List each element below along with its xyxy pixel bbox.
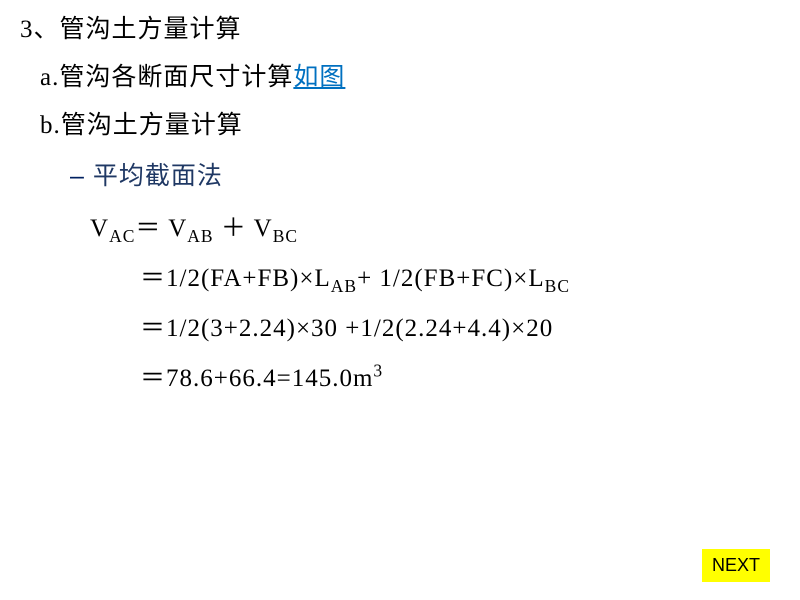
f1-V: V: [90, 215, 109, 242]
heading-title: 管沟土方量计算: [60, 16, 242, 43]
f2-prefix: ＝1/2(FA+FB)×L: [140, 265, 331, 292]
formula-line-1: VAC＝ VAB ＋ VBC: [90, 209, 780, 249]
f1-sub-ac: AC: [109, 226, 135, 246]
f4-main: ＝78.6+66.4=145.0m: [140, 365, 373, 392]
f2-sub-ab: AB: [331, 276, 357, 296]
item-a-text: 管沟各断面尺寸计算: [59, 64, 293, 91]
method-label: 平均截面法: [93, 163, 223, 190]
formula-line-3: ＝1/2(3+2.24)×30 +1/2(2.24+4.4)×20: [140, 309, 780, 349]
f2-sub-bc: BC: [545, 276, 570, 296]
formula-line-4: ＝78.6+66.4=145.0m3: [140, 359, 780, 399]
slide-content: 3、管沟土方量计算 a.管沟各断面尺寸计算如图 b.管沟土方量计算 – 平均截面…: [0, 0, 800, 409]
formula-line-2: ＝1/2(FA+FB)×LAB+ 1/2(FB+FC)×LBC: [140, 259, 780, 299]
figure-link[interactable]: 如图: [293, 64, 345, 91]
f2-mid: + 1/2(FB+FC)×L: [357, 265, 545, 292]
heading-line: 3、管沟土方量计算: [20, 10, 780, 50]
f1-sub-bc: BC: [273, 226, 298, 246]
next-button[interactable]: NEXT: [702, 549, 770, 582]
item-a-prefix: a.: [40, 64, 59, 91]
heading-number: 3、: [20, 16, 60, 43]
f1-sub-ab: AB: [187, 226, 213, 246]
f1-V1: V: [168, 215, 187, 242]
dash-bullet: –: [70, 162, 85, 190]
f3-text: ＝1/2(3+2.24)×30 +1/2(2.24+4.4)×20: [140, 315, 553, 342]
f4-sup: 3: [373, 361, 383, 381]
method-line: – 平均截面法: [70, 156, 780, 197]
f1-plus: ＋: [214, 215, 254, 242]
f1-V2: V: [254, 215, 273, 242]
f1-eq: ＝: [135, 215, 168, 242]
item-b-prefix: b.: [40, 112, 61, 139]
item-a-line: a.管沟各断面尺寸计算如图: [40, 58, 780, 98]
item-b-text: 管沟土方量计算: [61, 112, 243, 139]
item-b-line: b.管沟土方量计算: [40, 106, 780, 146]
